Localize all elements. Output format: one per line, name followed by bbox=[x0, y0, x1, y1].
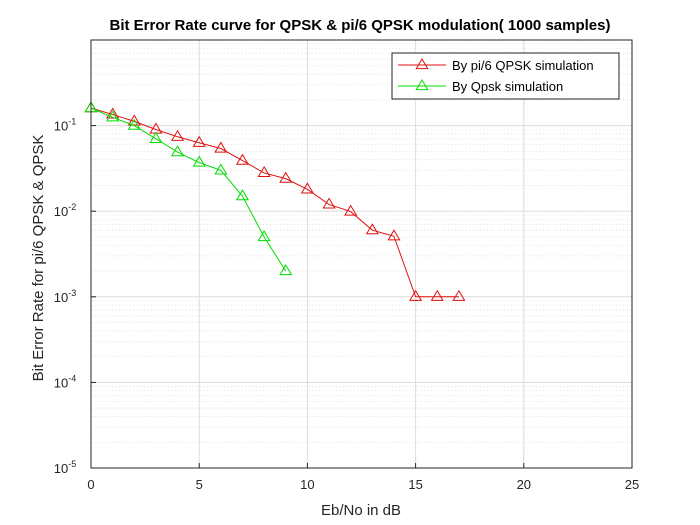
data-point-marker bbox=[235, 189, 250, 201]
x-tick-label: 15 bbox=[408, 477, 422, 492]
y-tick-label: 10-4 bbox=[54, 373, 76, 390]
major-grid bbox=[90, 40, 633, 469]
x-ticks: 0 5 10 15 20 25 bbox=[87, 463, 639, 492]
data-point-marker bbox=[127, 118, 141, 130]
data-point-marker bbox=[279, 171, 293, 183]
legend: By pi/6 QPSK simulation By Qpsk simulati… bbox=[391, 52, 620, 100]
data-point-marker bbox=[409, 289, 423, 301]
y-axis-label: Bit Error Rate for pi/6 QPSK & QPSK bbox=[30, 135, 47, 382]
x-tick-label: 20 bbox=[517, 477, 531, 492]
plot-frame bbox=[90, 39, 633, 469]
data-point-marker bbox=[192, 135, 206, 147]
data-point-marker bbox=[387, 229, 401, 241]
data-point-marker bbox=[452, 289, 466, 301]
series-layer bbox=[84, 101, 466, 301]
x-tick-label: 0 bbox=[87, 477, 94, 492]
legend-label-qpsk: By Qpsk simulation bbox=[452, 79, 563, 94]
data-point-marker bbox=[170, 129, 185, 141]
legend-marker-pi6-qpsk bbox=[415, 58, 429, 70]
x-axis-label: Eb/No in dB bbox=[321, 502, 401, 519]
x-tick-label: 5 bbox=[196, 477, 203, 492]
y-tick-label: 10-1 bbox=[54, 117, 76, 134]
data-point-marker bbox=[170, 145, 185, 157]
legend-box bbox=[391, 52, 620, 100]
y-tick-label: 10-3 bbox=[54, 288, 76, 305]
y-ticks: 10-5 10-4 10-3 10-2 10-1 bbox=[54, 117, 96, 476]
legend-marker-qpsk bbox=[415, 79, 429, 91]
data-point-marker bbox=[106, 107, 120, 119]
data-point-marker bbox=[214, 163, 228, 175]
data-point-marker bbox=[127, 114, 141, 126]
data-point-marker bbox=[430, 289, 444, 301]
data-point-marker bbox=[149, 131, 163, 143]
data-point-marker bbox=[106, 110, 120, 122]
series-line bbox=[90, 107, 287, 272]
data-point-marker bbox=[344, 204, 358, 216]
series-1 bbox=[84, 101, 293, 276]
x-tick-label: 25 bbox=[625, 477, 639, 492]
legend-label-pi6-qpsk: By pi/6 QPSK simulation bbox=[452, 58, 594, 73]
minor-grid bbox=[91, 43, 632, 443]
chart-title: Bit Error Rate curve for QPSK & pi/6 QPS… bbox=[110, 17, 611, 34]
data-point-marker bbox=[192, 155, 206, 167]
data-point-marker bbox=[257, 165, 271, 178]
y-tick-label: 10-5 bbox=[54, 459, 76, 476]
data-point-marker bbox=[322, 197, 336, 209]
x-tick-label: 10 bbox=[300, 477, 314, 492]
series-line bbox=[90, 107, 459, 298]
data-point-marker bbox=[257, 229, 271, 242]
series-0 bbox=[84, 101, 466, 301]
data-point-marker bbox=[235, 153, 250, 165]
data-point-marker bbox=[365, 223, 379, 235]
y-tick-label: 10-2 bbox=[54, 202, 76, 219]
data-point-marker bbox=[214, 141, 228, 153]
data-point-marker bbox=[300, 182, 314, 194]
data-point-marker bbox=[279, 264, 293, 276]
